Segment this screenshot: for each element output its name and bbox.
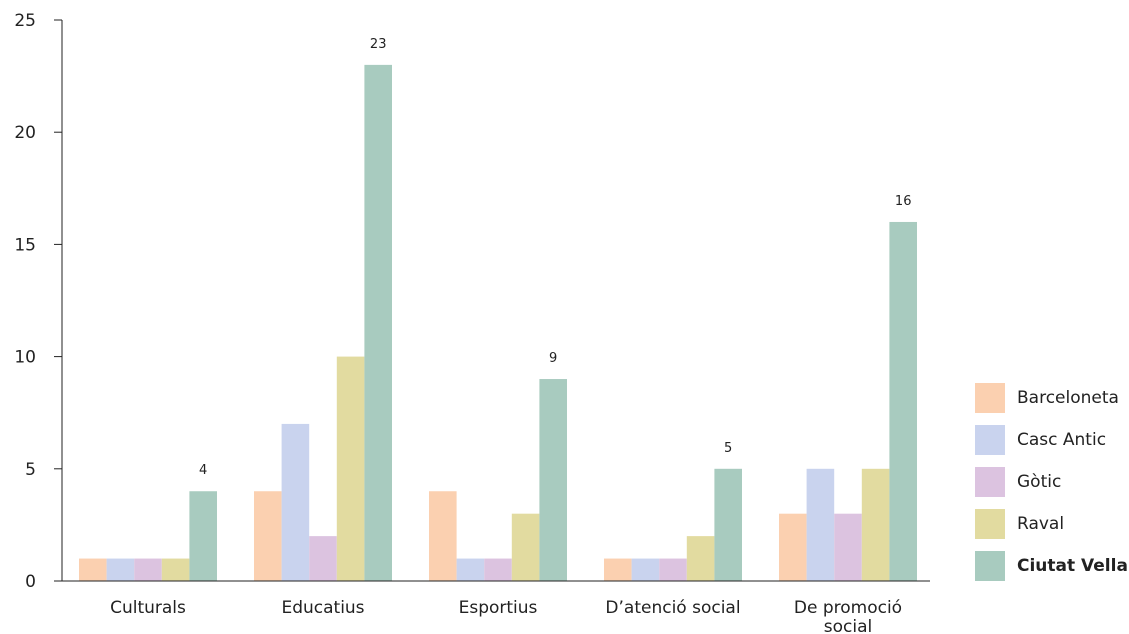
bar-barceloneta bbox=[604, 559, 632, 581]
bar-raval bbox=[687, 536, 715, 581]
data-label: 5 bbox=[724, 441, 732, 456]
bar-casc-antic bbox=[632, 559, 660, 581]
legend-label: Gòtic bbox=[1017, 472, 1061, 492]
bar-raval bbox=[337, 357, 365, 581]
bar-raval bbox=[512, 514, 540, 581]
bar-casc-antic bbox=[457, 559, 485, 581]
bar-gòtic bbox=[309, 536, 337, 581]
bar-casc-antic bbox=[807, 469, 835, 581]
legend-swatch bbox=[975, 467, 1005, 497]
y-tick-label: 25 bbox=[14, 11, 36, 31]
category-label: Educatius bbox=[281, 598, 364, 618]
y-tick-label: 0 bbox=[25, 572, 36, 592]
bar-casc-antic bbox=[107, 559, 135, 581]
legend-label: Ciutat Vella bbox=[1017, 556, 1128, 576]
data-label: 9 bbox=[549, 351, 557, 366]
labels-group: 0 5 10 15 20 25 4 Culturals 23 Educatius 9 Esportiu… bbox=[14, 11, 911, 634]
bar-barceloneta bbox=[779, 514, 807, 581]
bar-raval bbox=[162, 559, 190, 581]
legend-label: Barceloneta bbox=[1017, 388, 1119, 408]
legend-label: Raval bbox=[1017, 514, 1064, 534]
legend-item: Gòtic bbox=[975, 467, 1061, 497]
legend-swatch bbox=[975, 551, 1005, 581]
legend-swatch bbox=[975, 425, 1005, 455]
y-tick-label: 5 bbox=[25, 460, 36, 480]
bar-ciutat-vella bbox=[364, 65, 392, 581]
category-label: D’atenció social bbox=[605, 598, 740, 618]
bar-raval bbox=[862, 469, 890, 581]
data-label: 16 bbox=[895, 194, 912, 209]
axes-group bbox=[54, 20, 930, 581]
legend-item: Ciutat Vella bbox=[975, 551, 1128, 581]
bar-gòtic bbox=[834, 514, 862, 581]
data-label: 4 bbox=[199, 463, 207, 478]
legend-item: Raval bbox=[975, 509, 1064, 539]
bar-ciutat-vella bbox=[539, 379, 567, 581]
category-label: De promoció bbox=[794, 598, 902, 618]
bar-ciutat-vella bbox=[189, 491, 217, 581]
bar-casc-antic bbox=[282, 424, 310, 581]
legend-item: Casc Antic bbox=[975, 425, 1106, 455]
bar-barceloneta bbox=[79, 559, 107, 581]
legend-swatch bbox=[975, 383, 1005, 413]
bar-ciutat-vella bbox=[889, 222, 917, 581]
category-label: social bbox=[824, 617, 872, 634]
bars-group bbox=[79, 65, 917, 581]
y-tick-label: 20 bbox=[14, 123, 36, 143]
legend-item: Barceloneta bbox=[975, 383, 1119, 413]
bar-barceloneta bbox=[429, 491, 457, 581]
category-label: Esportius bbox=[459, 598, 538, 618]
data-label: 23 bbox=[370, 37, 387, 52]
bar-barceloneta bbox=[254, 491, 282, 581]
bar-ciutat-vella bbox=[714, 469, 742, 581]
bar-gòtic bbox=[484, 559, 512, 581]
bar-gòtic bbox=[134, 559, 162, 581]
legend-swatch bbox=[975, 509, 1005, 539]
bar-gòtic bbox=[659, 559, 687, 581]
y-tick-label: 15 bbox=[14, 235, 36, 255]
y-tick-label: 10 bbox=[14, 348, 36, 368]
category-label: Culturals bbox=[110, 598, 186, 618]
legend-label: Casc Antic bbox=[1017, 430, 1106, 450]
